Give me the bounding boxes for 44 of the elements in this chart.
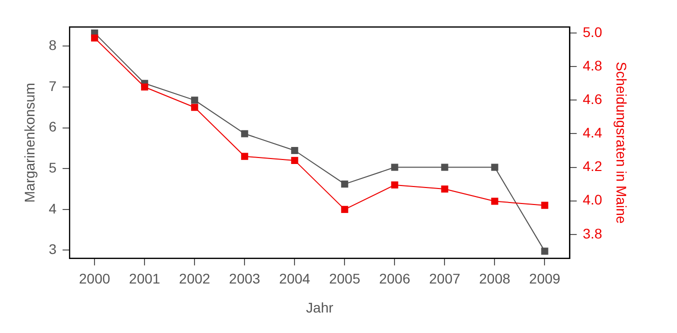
- x-tick-label: 2005: [329, 270, 360, 287]
- x-tick-label: 2009: [529, 270, 561, 287]
- y-tick-label: 6: [48, 118, 57, 135]
- point: [391, 181, 398, 188]
- point: [241, 130, 248, 138]
- y-tick-label: 7: [48, 78, 57, 94]
- y2-tick-label: 5.0: [582, 24, 602, 40]
- point: [541, 202, 548, 209]
- y-tick-label: 5: [48, 159, 57, 176]
- y2-tick-label: 4.6: [582, 91, 602, 108]
- point: [491, 164, 498, 171]
- point: [141, 83, 148, 91]
- x-tick-label: 2003: [229, 270, 260, 287]
- y2-tick-label: 4.0: [582, 192, 602, 208]
- y2-axis-title: Scheidungsraten in Maine: [614, 62, 630, 224]
- point: [291, 146, 298, 154]
- y2-tick-label: 4.2: [582, 158, 602, 174]
- point: [291, 156, 298, 164]
- y-tick-label: 4: [48, 200, 57, 216]
- point: [191, 104, 198, 111]
- point: [441, 185, 448, 193]
- point: [341, 206, 348, 213]
- x-tick-label: 2002: [179, 270, 210, 287]
- y2-tick-label: 4.8: [582, 57, 602, 74]
- point: [541, 248, 548, 255]
- x-tick-label: 2004: [279, 270, 310, 287]
- x-tick-label: 2007: [429, 270, 460, 287]
- point: [191, 96, 198, 104]
- point: [441, 164, 448, 171]
- x-axis-title: Jahr: [306, 299, 334, 316]
- x-tick-label: 2006: [379, 270, 410, 287]
- y-tick-label: 3: [48, 241, 57, 258]
- x-tick-label: 2008: [479, 270, 510, 287]
- y2-tick-label: 4.4: [582, 124, 602, 141]
- point: [491, 198, 498, 205]
- x-tick-label: 2001: [129, 270, 160, 287]
- x-tick-label: 2000: [79, 270, 110, 287]
- point: [341, 180, 348, 188]
- y-tick-label: 8: [48, 37, 57, 54]
- y2-tick-label: 3.8: [582, 225, 602, 242]
- point: [91, 34, 98, 42]
- point: [241, 152, 248, 160]
- y-axis-title: Margarinenkonsum: [21, 82, 38, 203]
- point: [391, 164, 398, 171]
